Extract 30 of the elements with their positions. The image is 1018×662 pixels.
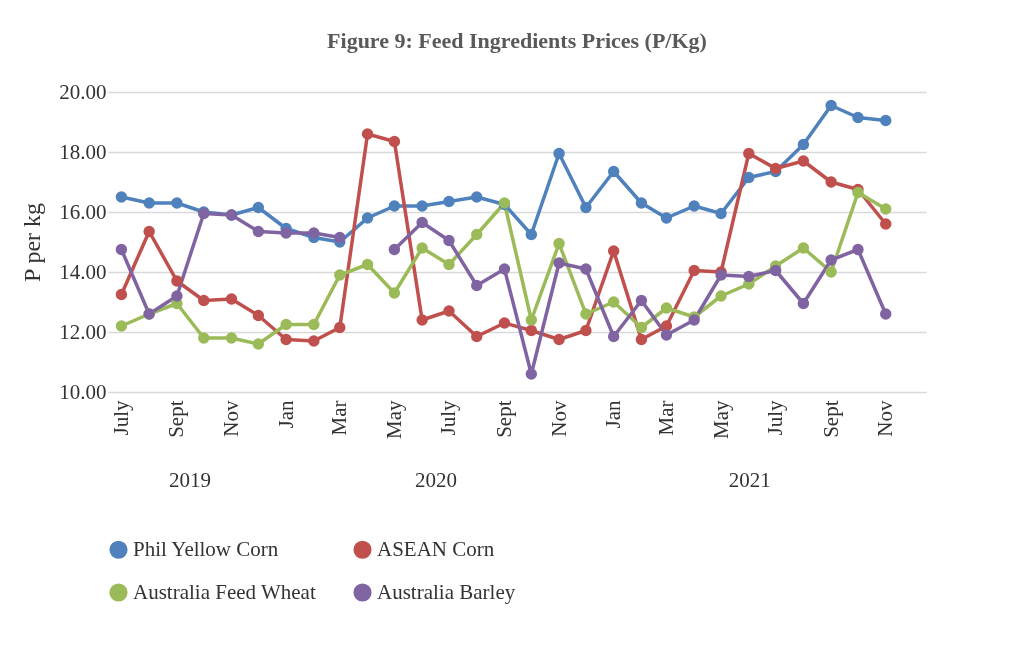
x-tick-label: Nov xyxy=(873,400,898,437)
text: 2021 xyxy=(728,468,771,492)
y-axis-title: P per kg xyxy=(19,202,46,283)
legend-label: ASEAN Corn xyxy=(377,536,495,561)
x-tick-label: May xyxy=(381,400,406,439)
x-tick-label: Sept xyxy=(491,400,516,438)
x-tick-label: July xyxy=(108,400,133,436)
y-tick-label: 18.00 xyxy=(59,139,107,164)
x-tick-label: July xyxy=(763,400,788,436)
x-tick-label: May xyxy=(708,400,733,439)
x-tick-label: Mar xyxy=(327,400,352,436)
text: 2020 xyxy=(415,468,458,492)
x-tick-label: Jan xyxy=(601,400,626,429)
y-tick-label: 16.00 xyxy=(59,199,107,224)
x-tick-label: Sept xyxy=(164,400,189,438)
chart-title: Figure 9: Feed Ingredients Prices (P/Kg) xyxy=(327,28,707,53)
y-tick-label: 10.00 xyxy=(59,379,107,404)
x-tick-label: Nov xyxy=(219,400,244,437)
y-tick-label: 20.00 xyxy=(59,79,107,104)
x-tick-label: Sept xyxy=(818,400,843,438)
legend-label: Australia Barley xyxy=(377,579,516,604)
legend-label: Australia Feed Wheat xyxy=(133,579,316,604)
y-tick-label: 12.00 xyxy=(59,319,107,344)
y-tick-label: 14.00 xyxy=(59,259,107,284)
x-tick-label: Mar xyxy=(653,400,678,436)
x-tick-label: July xyxy=(436,400,461,436)
x-tick-label: Nov xyxy=(546,400,571,437)
x-tick-label: Jan xyxy=(273,400,298,429)
text: 2019 xyxy=(168,468,211,492)
legend-label: Phil Yellow Corn xyxy=(133,536,279,561)
